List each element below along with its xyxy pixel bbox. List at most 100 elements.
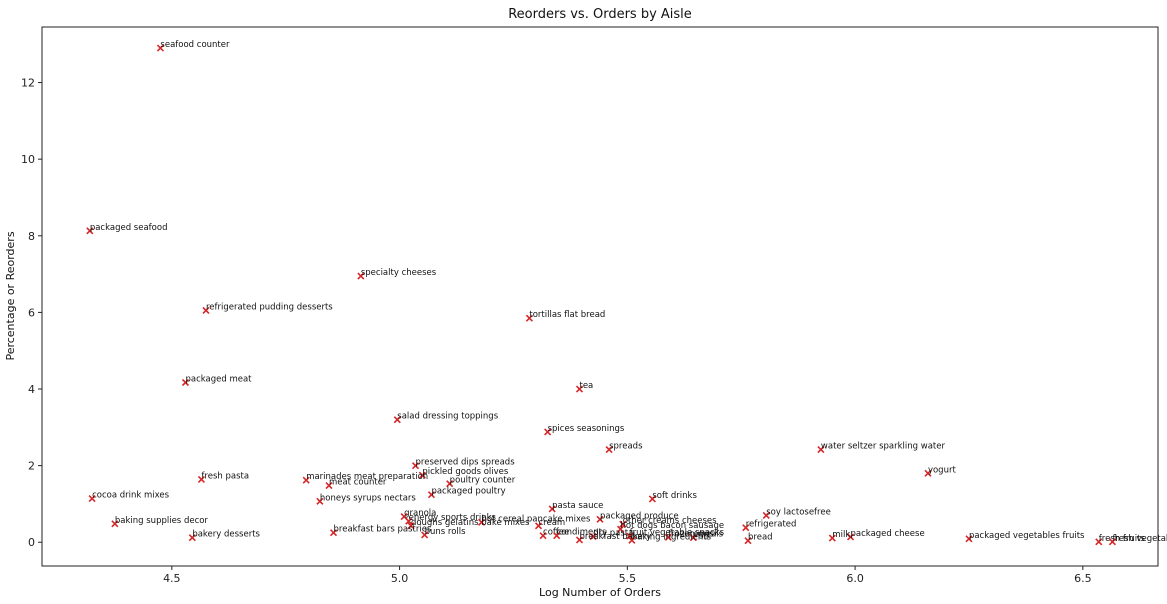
data-point: breakfast bakery [575,532,651,544]
data-point: marinades meat preparation [302,472,428,484]
point-label: spices seasonings [548,424,625,434]
point-marker [156,44,164,52]
point-label: honeys syrups nectars [320,493,417,503]
point-marker [357,272,365,280]
point-label: poultry counter [450,476,516,486]
data-point: poultry counter [446,476,516,488]
point-label: packaged seafood [90,223,168,233]
point-marker [596,515,604,523]
point-marker [393,416,401,424]
data-point: seafood counter [156,40,230,52]
point-label: granola [404,509,436,519]
data-point: cocoa drink mixes [88,491,170,503]
point-marker [664,533,672,541]
y-tick-label: 10 [21,153,35,166]
data-point: bread [744,533,773,545]
data-point: honeys syrups nectars [316,493,417,505]
data-point: breakfast bars pastries [329,525,432,537]
data-point: condiments [553,528,607,540]
point-label: yogurt [928,465,957,475]
point-label: bread [748,533,773,543]
data-point: refrigerated [742,520,796,532]
point-label: specialty cheeses [361,268,437,278]
point-marker [648,495,656,503]
x-axis-label: Log Number of Orders [539,586,661,599]
data-point: fresh pasta [197,471,249,483]
point-label: fresh vegetables [1112,534,1167,544]
data-point: tea [575,381,594,393]
y-tick-label: 2 [28,460,35,473]
point-marker [619,520,627,528]
point-label: milk [832,530,850,540]
point-label: pickled goods olives [422,467,509,477]
point-label: bakery desserts [192,530,260,540]
point-label: cocoa drink mixes [92,491,170,501]
point-marker [924,469,932,477]
data-point: baking ingredients [628,532,712,544]
x-tick-label: 5.5 [619,572,637,585]
point-marker [325,481,333,490]
y-tick-label: 0 [28,536,35,549]
point-marker [548,505,556,513]
point-label: baking ingredients [632,532,712,542]
data-point: other creams cheeses [619,516,717,528]
point-label: tea [580,381,594,391]
point-marker [302,476,310,484]
point-marker [539,532,547,540]
point-label: water seltzer sparkling water [821,442,946,452]
point-marker [427,491,436,499]
data-point: pasta sauce [548,501,603,513]
data-point: preserved dips spreads [411,458,515,470]
point-label: tortillas flat bread [529,310,605,320]
point-marker [762,511,770,519]
point-marker [181,378,190,387]
point-marker [446,480,454,488]
point-label: fruit vegetable snacks [630,528,725,538]
point-marker [544,428,552,436]
point-marker [188,534,196,542]
point-marker [88,495,96,503]
point-marker [1108,538,1117,546]
data-point: coffee [539,528,569,540]
x-tick-label: 4.5 [163,572,181,585]
point-marker [828,534,836,542]
point-label: doughs gelatins bake mixes [411,518,530,528]
y-tick-label: 4 [28,383,35,396]
data-point: packaged meat [181,375,252,387]
data-point: fruit vegetable snacks [626,528,725,540]
data-point: dry pasta [589,529,633,541]
point-label: baking supplies decor [115,516,209,526]
data-point: frozen meals [664,529,724,541]
point-marker [405,517,413,525]
point-label: marinades meat preparation [306,472,428,482]
point-marker [316,497,324,505]
y-tick-label: 8 [28,230,35,243]
point-marker [534,522,543,530]
y-axis: 0 2 4 6 8 10 12 [21,77,42,549]
data-point: buns rolls [421,527,466,539]
point-marker [553,532,561,540]
data-point: packaged vegetables fruits [965,531,1085,543]
point-marker [418,471,426,479]
point-marker [589,532,597,541]
data-point: packaged cheese [846,529,925,541]
point-label: condiments [557,528,607,538]
point-label: packaged poultry [431,487,505,497]
y-axis-label: Percentage or Reorders [4,231,17,360]
point-marker [846,533,855,541]
point-label: packaged produce [600,511,679,521]
data-point: hot dogs bacon sausage [616,521,724,533]
point-marker [1095,538,1103,546]
x-tick-label: 6.5 [1074,572,1092,585]
data-point: fresh fruits [1095,534,1145,546]
point-label: meat counter [329,478,387,488]
point-label: salad dressing toppings [397,412,498,422]
data-point: packaged seafood [86,223,168,235]
point-marker [965,535,973,543]
point-marker [111,520,119,528]
point-marker [575,385,584,393]
data-point: eggs [689,530,714,542]
point-marker [616,525,625,533]
data-point: fresh vegetables [1108,534,1167,546]
